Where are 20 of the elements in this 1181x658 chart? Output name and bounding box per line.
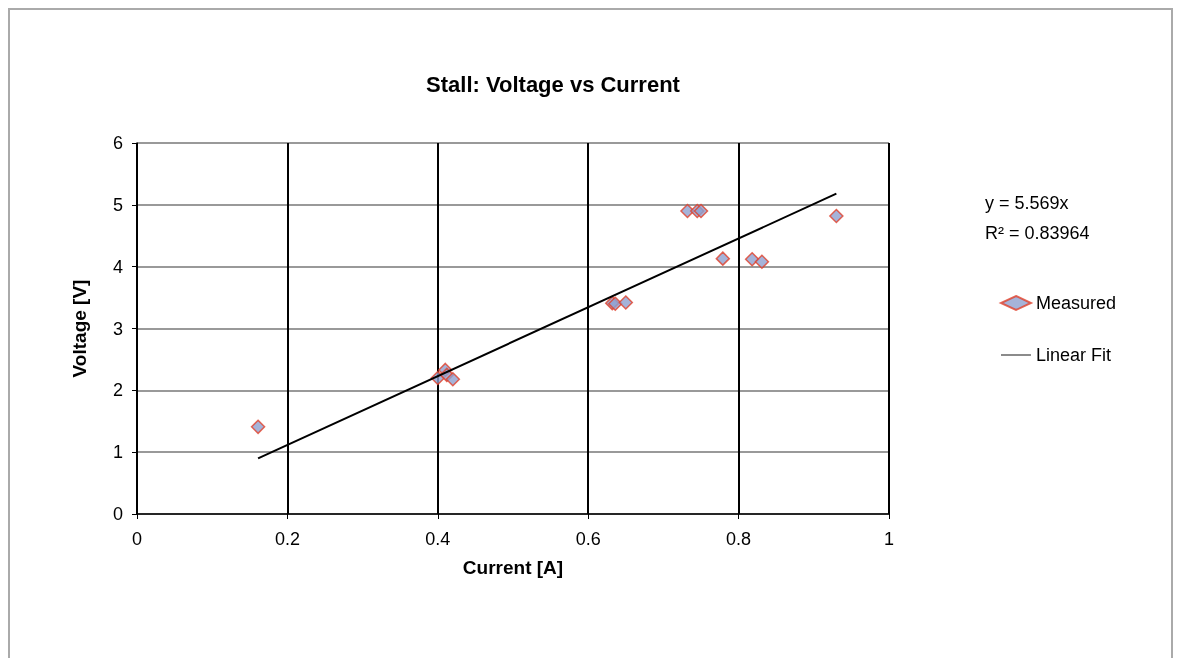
y-tick-label: 3	[112, 318, 123, 339]
x-tick-label: 0.2	[274, 529, 300, 549]
y-tick-label: 1	[112, 442, 123, 463]
legend-label: Linear Fit	[1035, 345, 1111, 365]
y-tick-label: 6	[112, 133, 123, 153]
y-axis-title: Voltage [V]	[69, 279, 90, 378]
x-tick-label: 0.6	[575, 529, 601, 549]
chart-title: Stall: Voltage vs Current	[426, 71, 681, 97]
y-tick-label: 2	[112, 380, 123, 401]
y-tick-label: 5	[112, 194, 123, 215]
y-tick-label: 4	[112, 256, 123, 277]
x-tick-label: 0.8	[726, 529, 752, 549]
x-tick-label: 0.4	[425, 529, 451, 549]
text: y = 5.569x	[985, 193, 1069, 213]
y-tick-label: 0	[112, 504, 123, 524]
text: R² = 0.83964	[985, 223, 1090, 243]
x-tick-label: 0	[131, 529, 143, 549]
legend-label: Measured	[1035, 293, 1116, 313]
x-tick-label: 1	[883, 529, 895, 549]
x-axis-title: Current [A]	[462, 557, 564, 578]
